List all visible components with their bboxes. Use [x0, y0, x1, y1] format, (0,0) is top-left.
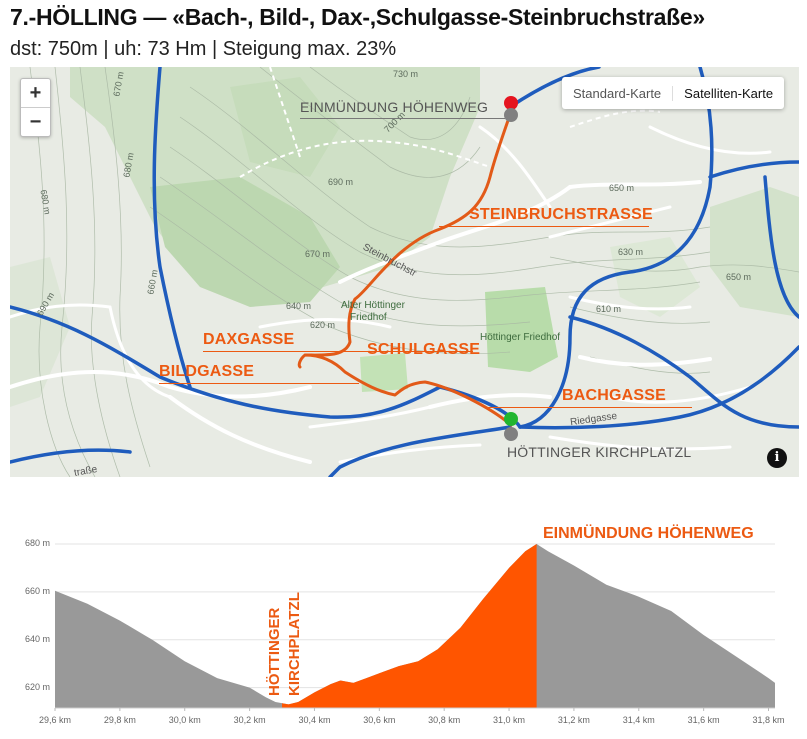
profile-label-start-1: HÖTTINGER [266, 607, 283, 696]
alter-friedhof-label-1: Alter Höttinger [341, 300, 405, 311]
street-label-bachgasse: BACHGASSE [487, 387, 692, 408]
contour-label: 650 m [609, 183, 635, 193]
map-base [10, 67, 799, 477]
profile-label-top: EINMÜNDUNG HÖHENWEG [543, 525, 754, 542]
x-tick-label: 30,4 km [298, 715, 331, 725]
street-label-text: STEINBRUCHSTRASSE [469, 206, 653, 223]
x-tick-label: 29,8 km [103, 715, 136, 725]
x-tick-label: 30,6 km [363, 715, 396, 725]
y-tick-label: 660 m [25, 585, 51, 596]
street-label-text: SCHULGASSE [367, 341, 481, 358]
y-tick-label: 620 m [25, 681, 51, 692]
contour-label: 620 m [310, 320, 336, 330]
zoom-out-button[interactable]: − [21, 107, 50, 136]
street-label-bildgasse: BILDGASSE [159, 363, 359, 384]
x-tick-label: 30,2 km [233, 715, 266, 725]
contour-label: 640 m [286, 301, 312, 311]
map-type-toggle: Standard-Karte Satelliten-Karte [562, 77, 785, 109]
label-underline [203, 351, 473, 352]
label-underline [439, 226, 649, 227]
contour-label: 690 m [328, 177, 354, 187]
satellite-map-button[interactable]: Satelliten-Karte [684, 85, 774, 101]
x-tick-label: 30,8 km [428, 715, 461, 725]
friedhof-label: Höttinger Friedhof [480, 332, 561, 343]
street-label-text: BACHGASSE [562, 387, 667, 404]
street-label-steinbruchstrasse: STEINBRUCHSTRASSE [439, 206, 653, 227]
contour-label: 730 m [393, 69, 419, 79]
zoom-control: + − [20, 78, 51, 137]
street-label-text: BILDGASSE [159, 363, 255, 380]
contour-label: 650 m [726, 272, 752, 282]
x-tick-label: 29,6 km [38, 715, 72, 725]
contour-label: 630 m [618, 247, 644, 257]
end-point-leader [300, 118, 505, 119]
info-icon[interactable]: i [767, 448, 787, 468]
street-label-daxgasse: DAXGASSE [203, 331, 473, 352]
profile-label-start-2: KIRCHPLATZL [286, 592, 303, 696]
route-segment-area [282, 544, 537, 708]
street-label-schulgasse: SCHULGASSE [367, 341, 480, 359]
elevation-profile: 680 m 660 m 640 m 620 m 29,6 km 29,8 km 30,0 … [0, 520, 807, 739]
start-point-label: HÖTTINGER KIRCHPLATZL [507, 444, 692, 460]
end-point-label-text: EINMÜNDUNG HÖHENWEG [300, 99, 489, 115]
route-map[interactable]: 730 m 670 m 690 m 680 m 680 m 670 m 660 … [10, 67, 799, 477]
terrain-area [55, 544, 775, 708]
street-label-text: DAXGASSE [203, 331, 295, 348]
x-tick-label: 31,2 km [557, 715, 590, 725]
x-tick-label: 31,0 km [493, 715, 526, 725]
label-underline [487, 407, 692, 408]
end-point-label: EINMÜNDUNG HÖHENWEG [300, 99, 488, 115]
page-title: 7.-HÖLLING — «Bach-, Bild-, Dax-,Schulga… [10, 4, 705, 30]
y-tick-label: 640 m [25, 633, 51, 644]
contour-label: 670 m [305, 249, 331, 259]
standard-map-button[interactable]: Standard-Karte [562, 85, 674, 101]
route-stats: dst: 750m | uh: 73 Hm | Steigung max. 23… [10, 38, 397, 60]
label-underline [159, 383, 359, 384]
zoom-in-button[interactable]: + [29, 82, 42, 104]
x-tick-label: 31,8 km [752, 715, 785, 725]
x-tick-label: 30,0 km [168, 715, 201, 725]
y-tick-label: 680 m [25, 537, 51, 548]
contour-label: 610 m [596, 304, 622, 314]
elevation-chart [54, 543, 775, 711]
x-tick-label: 31,6 km [687, 715, 720, 725]
x-tick-label: 31,4 km [622, 715, 655, 725]
alter-friedhof-label-2: Friedhof [350, 312, 387, 323]
